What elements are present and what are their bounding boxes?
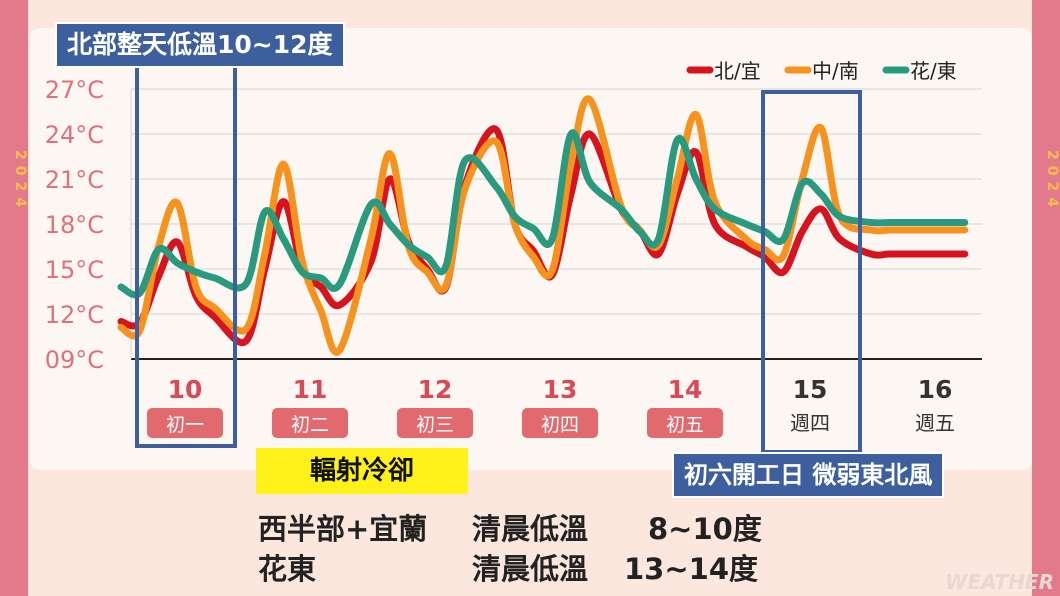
right-border: 2024	[1032, 0, 1060, 596]
y-tick-label: 18°C	[45, 211, 104, 239]
lunar-day-label: 初四	[541, 414, 579, 436]
year-text-left: 2024	[12, 150, 28, 213]
series-line	[117, 129, 969, 299]
x-tick-label: 11	[293, 375, 328, 404]
row-value: 8~10度	[648, 512, 762, 546]
chart-title: 北部整天低溫10~12度	[55, 22, 345, 68]
legend-label: 花/東	[910, 59, 957, 83]
lunar-day-label: 初二	[291, 414, 329, 436]
weekday-label: 週五	[915, 411, 955, 435]
year-text-right: 2024	[1044, 150, 1060, 213]
y-tick-label: 27°C	[45, 76, 104, 104]
radiative-cooling-label: 輻射冷卻	[256, 448, 468, 494]
row-value: 13~14度	[624, 552, 759, 586]
y-tick-label: 09°C	[45, 346, 104, 374]
row-region: 西半部+宜蘭	[258, 512, 428, 546]
lunar-day-badge	[397, 408, 473, 438]
legend-label: 中/南	[812, 59, 859, 83]
x-tick-label: 12	[418, 375, 453, 404]
row-label: 清晨低溫	[472, 512, 589, 546]
x-tick-label: 14	[668, 375, 703, 404]
lunar-day-badge	[272, 408, 348, 438]
x-tick-label: 16	[918, 375, 953, 404]
weekday-label: 週四	[790, 411, 830, 435]
x-tick-label: 10	[168, 375, 203, 404]
row-label: 清晨低溫	[472, 552, 589, 586]
left-border: 2024	[0, 0, 28, 596]
lunar-day-badge	[522, 408, 598, 438]
y-tick-label: 12°C	[45, 301, 104, 329]
y-tick-label: 15°C	[45, 256, 104, 284]
row-region: 花東	[258, 552, 317, 586]
lunar-day-label: 初一	[166, 414, 204, 436]
lunar-day-badge	[647, 408, 723, 438]
x-tick-label: 15	[793, 375, 828, 404]
y-tick-label: 21°C	[45, 166, 104, 194]
callout-note: 初六開工日 微弱東北風	[672, 452, 945, 498]
lunar-day-label: 初五	[666, 414, 704, 436]
watermark: WEATHER	[945, 570, 1054, 594]
lunar-day-label: 初三	[416, 414, 454, 436]
series-line	[117, 95, 969, 356]
y-tick-label: 24°C	[45, 121, 104, 149]
lunar-day-badge	[147, 408, 223, 438]
legend-label: 北/宜	[714, 59, 761, 83]
x-tick-label: 13	[543, 375, 578, 404]
